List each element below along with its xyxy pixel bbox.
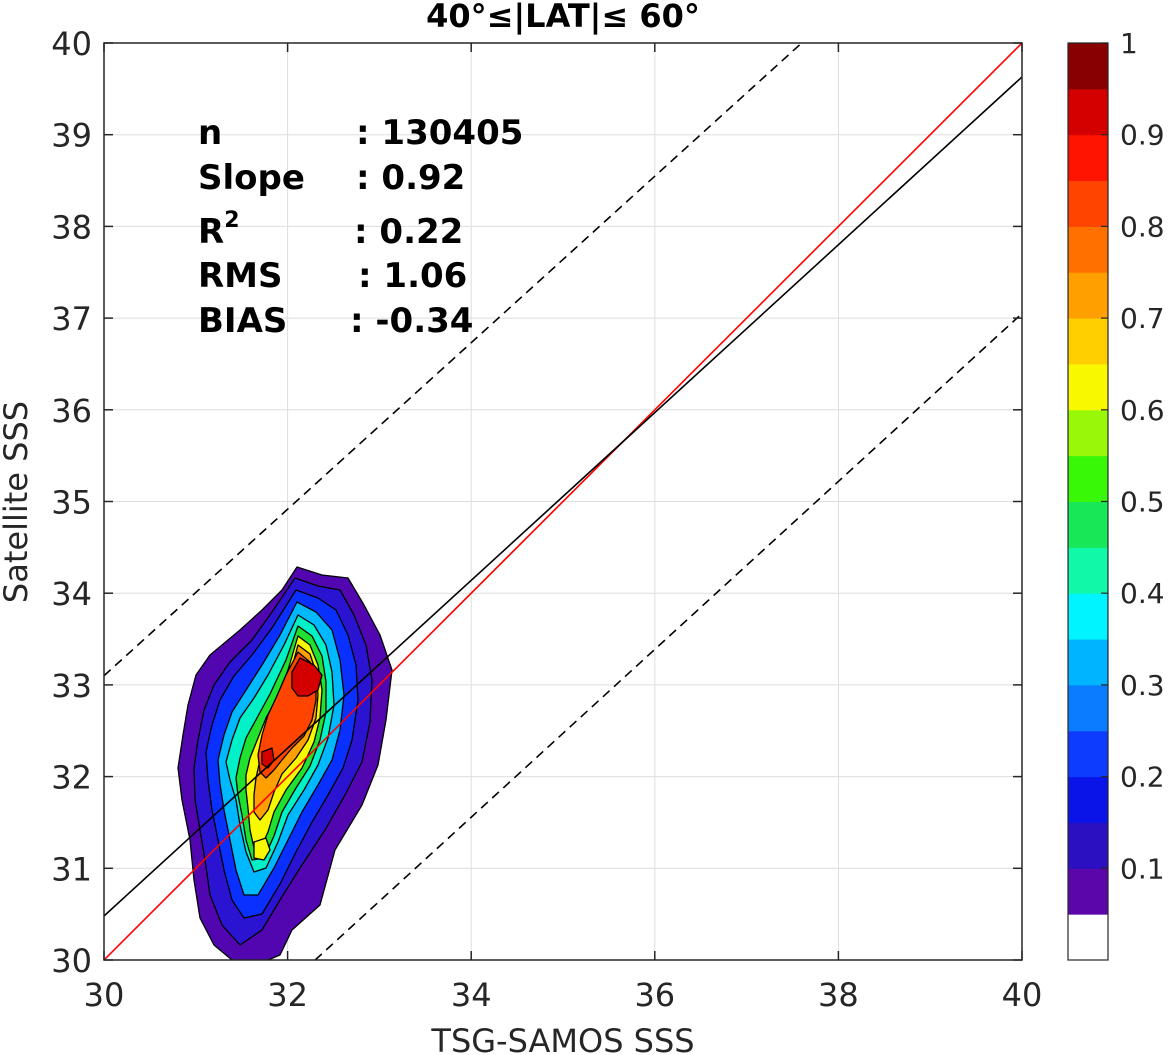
colorbar-segment: [1068, 501, 1108, 548]
x-tick-label: 38: [818, 976, 859, 1014]
colorbar-segment: [1068, 88, 1108, 136]
stat-r2-value: : 0.22: [354, 212, 463, 252]
y-tick-label: 32: [51, 759, 92, 797]
y-tick-label: 36: [51, 392, 92, 430]
stats-annotation: n : 130405 Slope : 0.92 R2 : 0.22 RMS : …: [198, 113, 523, 341]
axis-ticks: 30 32 34 36 38 40 30 31 32 33 34 35 36 37 38 39 40: [51, 25, 1042, 1014]
chart-title: 40°≤|LAT|≤ 60°: [426, 0, 700, 36]
colorbar-segment: [1068, 547, 1108, 594]
colorbar-segment: [1068, 730, 1108, 778]
colorbar-segment: [1068, 272, 1108, 319]
stat-r2-label: R2: [198, 208, 240, 252]
y-tick-label: 37: [51, 300, 92, 338]
colorbar-segment: [1068, 180, 1108, 227]
y-tick-label: 31: [51, 850, 92, 888]
stat-n-value: : 130405: [356, 113, 523, 153]
y-tick-label: 34: [51, 575, 92, 613]
colorbar-segment: [1068, 455, 1108, 502]
colorbar-tick-label: 0.3: [1120, 669, 1165, 702]
colorbar-tick-label: 0.5: [1120, 486, 1165, 519]
colorbar-segment: [1068, 226, 1108, 273]
x-axis-label: TSG-SAMOS SSS: [430, 1022, 694, 1055]
stat-slope-value: : 0.92: [356, 158, 465, 198]
contour-level-10: [291, 657, 323, 697]
y-tick-label: 38: [51, 208, 92, 246]
y-tick-label: 40: [51, 25, 92, 63]
stat-r2-sup: 2: [224, 208, 239, 233]
x-tick-label: 34: [451, 976, 492, 1014]
stat-bias-label: BIAS: [198, 301, 287, 341]
reference-lines: [104, 43, 1022, 960]
colorbar: 0.1 0.2 0.3 0.4 0.5 0.6 0.7 0.8 0.9 1: [1067, 27, 1165, 961]
stat-n-label: n: [198, 113, 222, 153]
colorbar-segment: [1068, 43, 1108, 90]
colorbar-tick-label: 0.1: [1120, 852, 1165, 885]
y-tick-label: 35: [51, 484, 92, 522]
x-tick-label: 36: [634, 976, 675, 1014]
x-tick-label: 40: [1002, 976, 1043, 1014]
x-tick-label: 32: [267, 976, 308, 1014]
stat-r2-letter: R: [198, 212, 224, 252]
y-tick-label: 33: [51, 667, 92, 705]
colorbar-tick-label: 0.6: [1120, 394, 1165, 427]
colorbar-segment: [1068, 868, 1108, 915]
colorbar-segment: [1068, 593, 1108, 640]
regression-line: [104, 76, 1022, 917]
y-axis-label: Satellite SSS: [0, 401, 35, 603]
colorbar-tick-label: 0.9: [1120, 119, 1165, 152]
colorbar-tick-label: 0.7: [1120, 302, 1165, 335]
stat-rms-value: : 1.06: [358, 256, 467, 296]
lower-bound-line: [314, 312, 1022, 960]
colorbar-segment: [1068, 639, 1108, 686]
colorbar-segment: [1068, 409, 1108, 457]
colorbar-tick-label: 0.2: [1120, 761, 1165, 794]
colorbar-segment: [1068, 776, 1108, 823]
colorbar-tick-label: 0.4: [1120, 577, 1165, 610]
colorbar-tick-label: 0.8: [1120, 210, 1165, 243]
stat-bias-value: : -0.34: [350, 301, 473, 341]
contour-inner-yellow: [253, 837, 271, 861]
colorbar-segment: [1068, 822, 1108, 869]
x-tick-label: 30: [84, 976, 125, 1014]
stat-rms-label: RMS: [198, 256, 283, 296]
stat-slope-label: Slope: [198, 158, 305, 198]
colorbar-segment: [1068, 914, 1108, 961]
colorbar-tick-label: 1: [1120, 27, 1138, 60]
y-tick-label: 39: [51, 117, 92, 155]
one-to-one-line: [104, 43, 1022, 960]
upper-bound-line: [104, 43, 803, 677]
colorbar-segment: [1068, 363, 1108, 411]
colorbar-segment: [1068, 684, 1108, 732]
colorbar-segment: [1068, 318, 1108, 365]
colorbar-segment: [1068, 134, 1108, 182]
y-tick-label: 30: [51, 942, 92, 980]
